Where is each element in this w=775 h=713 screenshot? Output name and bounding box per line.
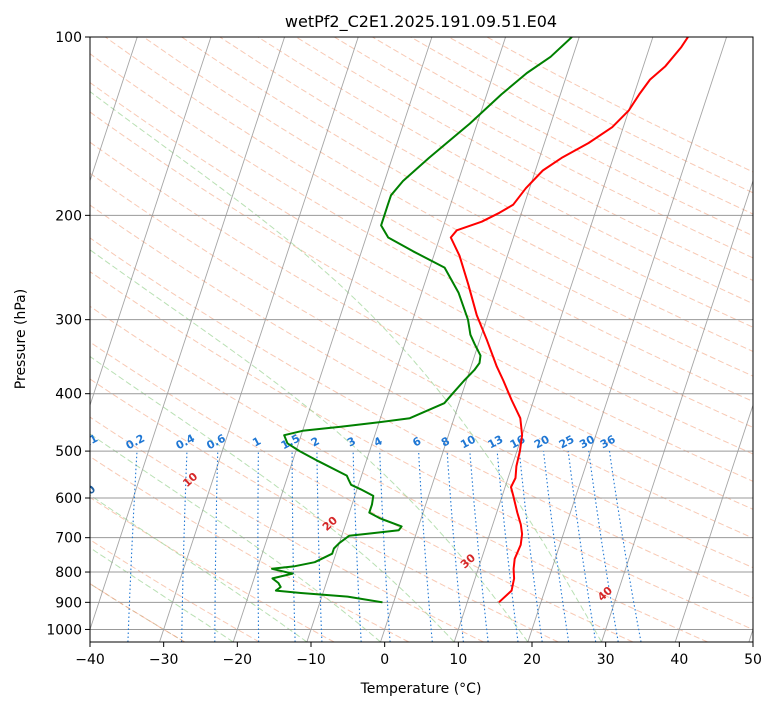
x-tick-label: 20: [523, 652, 541, 668]
y-axis-label: Pressure (hPa): [13, 289, 29, 389]
mixing-ratio-label: 1.5: [279, 432, 302, 453]
mixing-ratio-label: 6: [410, 434, 423, 449]
mixing-ratio-label: 36: [598, 433, 618, 452]
y-tick-label: 100: [55, 30, 82, 46]
mixing-ratio-label: 10: [458, 433, 478, 452]
dry-adiabat-label: 30: [458, 551, 478, 571]
dry-adiabat-line: [0, 37, 775, 642]
dry-adiabat-line: [0, 37, 708, 642]
y-tick-label: 1000: [46, 622, 82, 638]
x-tick-label: 30: [597, 652, 615, 668]
y-tick-label: 500: [55, 444, 82, 460]
moist-adiabat-line: [0, 37, 307, 642]
mixing-ratio-label: 4: [372, 434, 385, 449]
dry-adiabat-line: [0, 37, 775, 642]
mixing-ratio-line: [419, 451, 433, 642]
theta-e-line: [0, 37, 73, 642]
x-tick-label: −40: [75, 652, 105, 668]
y-tick-label: 900: [55, 595, 82, 611]
x-axis-label: Temperature (°C): [360, 681, 482, 697]
dry-adiabat-label: 40: [595, 584, 615, 604]
mixing-ratio-line: [128, 451, 137, 642]
mixing-ratio-label: 8: [439, 434, 452, 449]
dry-adiabat-line: [296, 37, 775, 642]
plot-area: 0.10.20.40.611.52346810131620253036-100-…: [0, 32, 775, 642]
isotherm-line: [86, 37, 285, 642]
isotherm-line: [160, 37, 359, 642]
mixing-ratio-line: [215, 451, 218, 642]
mixing-ratio-label: 13: [486, 433, 506, 452]
mixing-ratio-line: [258, 451, 259, 642]
x-tick-label: −30: [149, 652, 179, 668]
dry-adiabat-line: [0, 37, 775, 642]
dry-adiabat-label: 20: [320, 514, 340, 534]
isotherm-line: [675, 37, 775, 642]
mixing-ratio-line: [447, 451, 463, 642]
dry-adiabat-line: [334, 37, 775, 642]
mixing-ratio-label: 0.2: [124, 432, 147, 453]
isotherm-line: [528, 37, 727, 642]
dry-adiabat-line: [0, 37, 259, 642]
mixing-ratio-label: 2: [309, 434, 322, 449]
dry-adiabat-line: [0, 37, 484, 642]
chart-title: wetPf2_C2E1.2025.191.09.51.E04: [285, 12, 557, 32]
isotherm-line: [307, 37, 506, 642]
mixing-ratio-label: 20: [532, 433, 552, 452]
dry-adiabat-line: [182, 37, 775, 642]
dry-adiabat-line: [0, 37, 775, 642]
dry-adiabat-line: [220, 37, 775, 642]
dry-adiabat-line: [0, 37, 775, 642]
y-tick-label: 300: [55, 313, 82, 329]
mixing-ratio-line: [519, 451, 542, 642]
isotherm-line: [381, 37, 580, 642]
mixing-ratio-label: 3: [345, 434, 358, 449]
x-tick-label: 0: [380, 652, 389, 668]
moist-adiabat-line: [0, 37, 454, 642]
x-tick-label: 10: [449, 652, 467, 668]
dry-adiabat-label: 0: [40, 419, 55, 434]
mixing-ratio-line: [292, 451, 295, 642]
dry-adiabat-line: [0, 37, 775, 642]
mixing-ratio-label: 1: [250, 434, 263, 449]
isotherm-line: [12, 37, 211, 642]
dry-adiabat-line: [0, 37, 409, 642]
isotherm-line: [454, 37, 653, 642]
moist-adiabat-line: [0, 37, 233, 642]
dry-adiabat-line: [258, 37, 775, 642]
mixing-ratio-line: [544, 451, 569, 642]
y-tick-label: 600: [55, 491, 82, 507]
mixing-ratio-label: 0.4: [174, 432, 198, 453]
mixing-ratio-line: [380, 451, 390, 642]
y-tick-label: 400: [55, 387, 82, 403]
y-tick-label: 700: [55, 531, 82, 547]
x-tick-label: 40: [670, 652, 688, 668]
mixing-ratio-label: 30: [577, 433, 597, 452]
x-tick-label: 50: [744, 652, 762, 668]
x-tick-label: −10: [296, 652, 326, 668]
dry-adiabat-line: [0, 37, 558, 642]
mixing-ratio-line: [317, 451, 322, 642]
dry-adiabat-line: [67, 37, 775, 642]
dry-adiabat-line: [0, 37, 334, 642]
mixing-ratio-label: 16: [508, 433, 528, 452]
x-tick-label: −20: [223, 652, 253, 668]
isotherm-line: [0, 37, 64, 642]
y-tick-label: 200: [55, 208, 82, 224]
dry-adiabat-label: 10: [180, 470, 200, 490]
y-tick-label: 800: [55, 565, 82, 581]
